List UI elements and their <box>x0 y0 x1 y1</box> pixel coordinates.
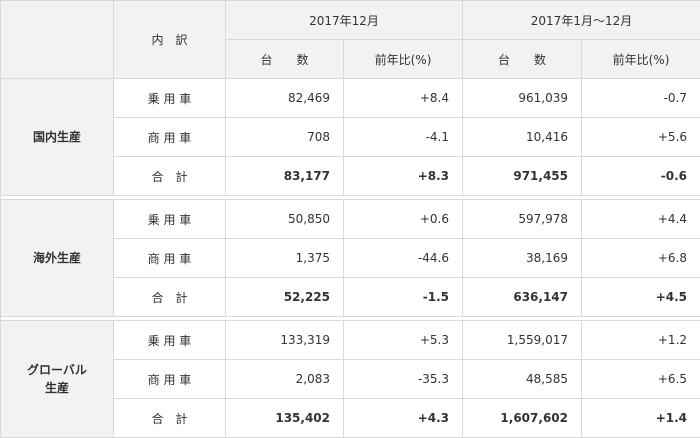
yoy-cell: +4.5 <box>582 278 700 317</box>
breakdown-header: 内 訳 <box>114 1 226 79</box>
yoy-cell: +4.4 <box>582 200 700 239</box>
yoy-header: 前年比(%) <box>344 40 463 79</box>
units-cell: 52,225 <box>226 278 344 317</box>
row-label: 商 用 車 <box>114 360 226 399</box>
units-cell: 83,177 <box>226 157 344 196</box>
yoy-cell: +8.4 <box>344 79 463 118</box>
period1-header: 2017年12月 <box>226 1 463 40</box>
table-row: 国内生産 乗 用 車 82,469 +8.4 961,039 -0.7 <box>1 79 700 118</box>
units-header: 台 数 <box>463 40 582 79</box>
table-row: 海外生産 乗 用 車 50,850 +0.6 597,978 +4.4 <box>1 200 700 239</box>
row-label: 合 計 <box>114 278 226 317</box>
yoy-cell: +0.6 <box>344 200 463 239</box>
yoy-cell: -4.1 <box>344 118 463 157</box>
units-cell: 971,455 <box>463 157 582 196</box>
table-row: グローバル 生産 乗 用 車 133,319 +5.3 1,559,017 +1… <box>1 321 700 360</box>
row-label: 商 用 車 <box>114 239 226 278</box>
period2-header: 2017年1月～12月 <box>463 1 700 40</box>
row-label: 合 計 <box>114 399 226 438</box>
units-cell: 1,559,017 <box>463 321 582 360</box>
units-cell: 1,375 <box>226 239 344 278</box>
group-label-global: グローバル 生産 <box>1 321 114 438</box>
units-cell: 2,083 <box>226 360 344 399</box>
yoy-header: 前年比(%) <box>582 40 700 79</box>
units-cell: 48,585 <box>463 360 582 399</box>
units-cell: 50,850 <box>226 200 344 239</box>
yoy-cell: +6.5 <box>582 360 700 399</box>
yoy-cell: +8.3 <box>344 157 463 196</box>
units-cell: 82,469 <box>226 79 344 118</box>
yoy-cell: +5.3 <box>344 321 463 360</box>
yoy-cell: -0.7 <box>582 79 700 118</box>
row-label: 商 用 車 <box>114 118 226 157</box>
units-cell: 38,169 <box>463 239 582 278</box>
units-header: 台 数 <box>226 40 344 79</box>
yoy-cell: -0.6 <box>582 157 700 196</box>
yoy-cell: +4.3 <box>344 399 463 438</box>
yoy-cell: -35.3 <box>344 360 463 399</box>
yoy-cell: +1.2 <box>582 321 700 360</box>
yoy-cell: -1.5 <box>344 278 463 317</box>
corner-cell <box>1 1 114 79</box>
row-label: 乗 用 車 <box>114 321 226 360</box>
yoy-cell: +1.4 <box>582 399 700 438</box>
group-label-line: グローバル <box>27 363 87 377</box>
units-cell: 133,319 <box>226 321 344 360</box>
yoy-cell: +6.8 <box>582 239 700 278</box>
yoy-cell: +5.6 <box>582 118 700 157</box>
units-cell: 135,402 <box>226 399 344 438</box>
row-label: 乗 用 車 <box>114 79 226 118</box>
row-label: 乗 用 車 <box>114 200 226 239</box>
units-cell: 597,978 <box>463 200 582 239</box>
row-label: 合 計 <box>114 157 226 196</box>
units-cell: 1,607,602 <box>463 399 582 438</box>
group-label-overseas: 海外生産 <box>1 200 114 317</box>
units-cell: 636,147 <box>463 278 582 317</box>
units-cell: 961,039 <box>463 79 582 118</box>
units-cell: 10,416 <box>463 118 582 157</box>
yoy-cell: -44.6 <box>344 239 463 278</box>
group-label-domestic: 国内生産 <box>1 79 114 196</box>
units-cell: 708 <box>226 118 344 157</box>
group-label-line: 生産 <box>45 381 69 395</box>
